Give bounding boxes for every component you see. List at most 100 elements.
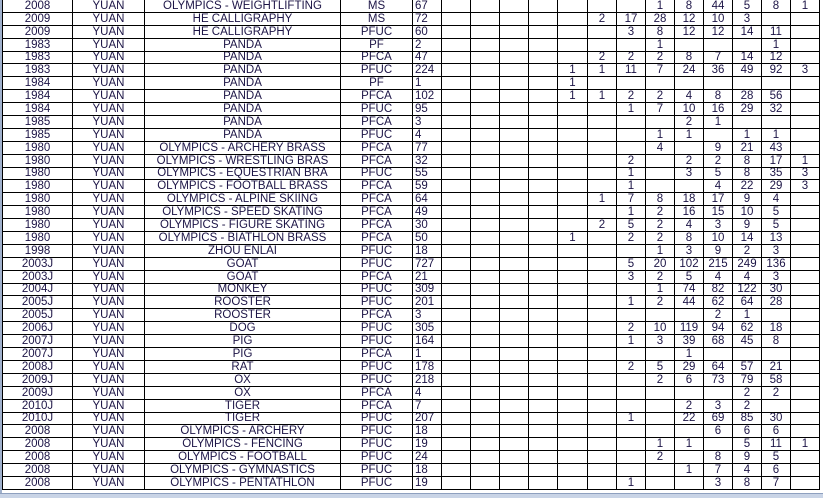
grade-count-cell[interactable]: 2 (616, 231, 646, 245)
coin-name-cell[interactable]: PANDA (144, 102, 341, 117)
type-cell[interactable]: PF (340, 37, 413, 52)
grade-count-cell[interactable]: 3 (703, 398, 733, 413)
grade-count-cell[interactable] (441, 192, 471, 207)
grade-count-cell[interactable] (587, 76, 617, 91)
grade-count-cell[interactable] (616, 463, 646, 477)
grade-count-cell[interactable] (790, 450, 820, 465)
grade-count-cell[interactable]: 2 (616, 153, 646, 168)
grade-count-cell[interactable] (557, 411, 588, 426)
grade-count-cell[interactable] (470, 37, 500, 52)
grade-count-cell[interactable] (499, 437, 529, 452)
total-cell[interactable]: 164 (412, 334, 442, 349)
grade-count-cell[interactable]: 29 (674, 359, 704, 374)
grade-count-cell[interactable] (790, 282, 820, 297)
grade-count-cell[interactable] (645, 166, 675, 181)
grade-count-cell[interactable]: 3 (645, 334, 675, 349)
type-cell[interactable]: PFCA (340, 192, 413, 207)
year-cell[interactable]: 1983 (2, 63, 73, 78)
grade-count-cell[interactable] (587, 37, 617, 52)
grade-count-cell[interactable] (587, 424, 617, 439)
total-cell[interactable]: 19 (412, 475, 442, 490)
grade-count-cell[interactable] (528, 127, 558, 142)
year-cell[interactable]: 2010J (2, 411, 73, 426)
grade-count-cell[interactable] (645, 463, 675, 477)
coin-name-cell[interactable]: OLYMPICS - PENTATHLON (144, 475, 341, 490)
type-cell[interactable]: PFUC (340, 437, 413, 452)
grade-count-cell[interactable]: 1 (616, 475, 646, 490)
year-cell[interactable]: 2008J (2, 359, 73, 374)
grade-count-cell[interactable] (470, 321, 500, 336)
grade-count-cell[interactable]: 73 (703, 372, 733, 387)
grade-count-cell[interactable]: 2 (645, 231, 675, 245)
grade-count-cell[interactable] (441, 243, 471, 258)
grade-count-cell[interactable] (557, 450, 588, 465)
grade-count-cell[interactable] (499, 398, 529, 413)
grade-count-cell[interactable] (499, 372, 529, 387)
type-cell[interactable]: PFUC (340, 372, 413, 387)
grade-count-cell[interactable]: 62 (703, 295, 733, 310)
type-cell[interactable]: PFUC (340, 243, 413, 258)
grade-count-cell[interactable]: 4 (732, 463, 762, 477)
grade-count-cell[interactable] (528, 115, 558, 129)
grade-count-cell[interactable] (790, 205, 820, 220)
year-cell[interactable]: 2006J (2, 321, 73, 336)
grade-count-cell[interactable]: 122 (732, 282, 762, 297)
coin-name-cell[interactable]: OLYMPICS - FENCING (144, 437, 341, 452)
grade-count-cell[interactable] (790, 243, 820, 258)
grade-count-cell[interactable] (528, 450, 558, 465)
grade-count-cell[interactable] (528, 424, 558, 439)
grade-count-cell[interactable] (499, 463, 529, 477)
grade-count-cell[interactable] (528, 24, 558, 39)
grade-count-cell[interactable] (703, 37, 733, 52)
grade-count-cell[interactable] (470, 295, 500, 310)
grade-count-cell[interactable] (790, 347, 820, 361)
grade-count-cell[interactable] (499, 76, 529, 91)
grade-count-cell[interactable] (441, 218, 471, 233)
grade-count-cell[interactable] (528, 205, 558, 220)
grade-count-cell[interactable] (674, 450, 704, 465)
grade-count-cell[interactable] (528, 50, 558, 65)
grade-count-cell[interactable] (616, 0, 646, 13)
grade-count-cell[interactable] (470, 231, 500, 245)
grade-count-cell[interactable] (645, 153, 675, 168)
grade-count-cell[interactable]: 15 (703, 205, 733, 220)
grade-count-cell[interactable]: 22 (732, 179, 762, 194)
grade-count-cell[interactable] (499, 127, 529, 142)
grade-count-cell[interactable]: 9 (732, 450, 762, 465)
currency-cell[interactable]: YUAN (72, 385, 145, 400)
grade-count-cell[interactable]: 3 (761, 269, 791, 284)
grade-count-cell[interactable]: 1 (645, 0, 675, 13)
grade-count-cell[interactable]: 14 (732, 24, 762, 39)
grade-count-cell[interactable]: 69 (703, 411, 733, 426)
grade-count-cell[interactable]: 4 (761, 192, 791, 207)
grade-count-cell[interactable] (616, 450, 646, 465)
grade-count-cell[interactable] (470, 372, 500, 387)
grade-count-cell[interactable]: 8 (674, 231, 704, 245)
grade-count-cell[interactable] (557, 0, 588, 13)
grade-count-cell[interactable]: 21 (732, 140, 762, 155)
type-cell[interactable]: PFCA (340, 308, 413, 323)
grade-count-cell[interactable] (557, 359, 588, 374)
grade-count-cell[interactable]: 28 (761, 295, 791, 310)
grade-count-cell[interactable]: 1 (645, 243, 675, 258)
coin-name-cell[interactable]: OLYMPICS - FOOTBALL BRASS (144, 179, 341, 194)
grade-count-cell[interactable] (616, 140, 646, 155)
coin-name-cell[interactable]: DOG (144, 321, 341, 336)
grade-count-cell[interactable] (470, 76, 500, 91)
currency-cell[interactable]: YUAN (72, 24, 145, 39)
year-cell[interactable]: 2007J (2, 334, 73, 349)
grade-count-cell[interactable] (441, 11, 471, 26)
grade-count-cell[interactable] (441, 475, 471, 490)
coin-name-cell[interactable]: GOAT (144, 256, 341, 271)
grade-count-cell[interactable] (557, 50, 588, 65)
coin-name-cell[interactable]: PIG (144, 347, 341, 361)
grade-count-cell[interactable] (441, 179, 471, 194)
grade-count-cell[interactable] (587, 24, 617, 39)
grade-count-cell[interactable]: 5 (703, 166, 733, 181)
grade-count-cell[interactable] (470, 308, 500, 323)
grade-count-cell[interactable]: 1 (616, 295, 646, 310)
grade-count-cell[interactable] (645, 347, 675, 361)
grade-count-cell[interactable] (645, 385, 675, 400)
grade-count-cell[interactable] (674, 385, 704, 400)
coin-name-cell[interactable]: PIG (144, 334, 341, 349)
